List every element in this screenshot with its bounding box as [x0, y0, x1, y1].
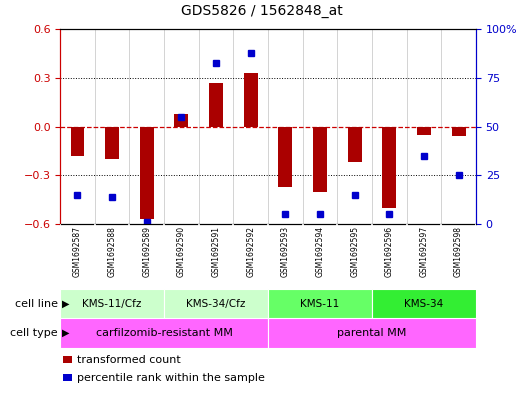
Text: GSM1692589: GSM1692589	[142, 226, 151, 277]
Text: cell line: cell line	[15, 299, 58, 309]
Text: cell type: cell type	[10, 328, 58, 338]
Bar	[71, 127, 84, 156]
Text: percentile rank within the sample: percentile rank within the sample	[77, 373, 265, 383]
Text: GSM1692595: GSM1692595	[350, 226, 359, 277]
Text: GSM1692588: GSM1692588	[108, 226, 117, 277]
Text: KMS-34/Cfz: KMS-34/Cfz	[186, 299, 246, 309]
Bar	[164, 289, 268, 318]
Bar	[278, 127, 292, 187]
Text: GSM1692598: GSM1692598	[454, 226, 463, 277]
Bar	[60, 289, 164, 318]
Bar	[268, 318, 476, 348]
Bar	[372, 289, 476, 318]
Text: KMS-34: KMS-34	[404, 299, 444, 309]
Bar	[244, 73, 258, 127]
Bar	[140, 127, 154, 219]
Text: GSM1692596: GSM1692596	[385, 226, 394, 277]
Text: KMS-11: KMS-11	[300, 299, 339, 309]
Bar	[60, 318, 268, 348]
Bar	[382, 127, 396, 208]
Bar	[175, 114, 188, 127]
Text: parental MM: parental MM	[337, 328, 407, 338]
Text: carfilzomib-resistant MM: carfilzomib-resistant MM	[96, 328, 233, 338]
Text: GSM1692590: GSM1692590	[177, 226, 186, 277]
Text: GSM1692597: GSM1692597	[419, 226, 428, 277]
Text: KMS-11/Cfz: KMS-11/Cfz	[83, 299, 142, 309]
Bar	[313, 127, 327, 191]
Text: GSM1692594: GSM1692594	[315, 226, 324, 277]
Text: ▶: ▶	[62, 328, 69, 338]
Bar	[452, 127, 465, 136]
Bar	[268, 289, 372, 318]
Text: GSM1692587: GSM1692587	[73, 226, 82, 277]
Text: transformed count: transformed count	[77, 355, 181, 365]
Text: GSM1692592: GSM1692592	[246, 226, 255, 277]
Bar	[209, 83, 223, 127]
Bar	[105, 127, 119, 159]
Text: GDS5826 / 1562848_at: GDS5826 / 1562848_at	[180, 4, 343, 18]
Text: GSM1692591: GSM1692591	[212, 226, 221, 277]
Bar	[417, 127, 431, 135]
Bar	[348, 127, 361, 162]
Text: ▶: ▶	[62, 299, 69, 309]
Text: GSM1692593: GSM1692593	[281, 226, 290, 277]
